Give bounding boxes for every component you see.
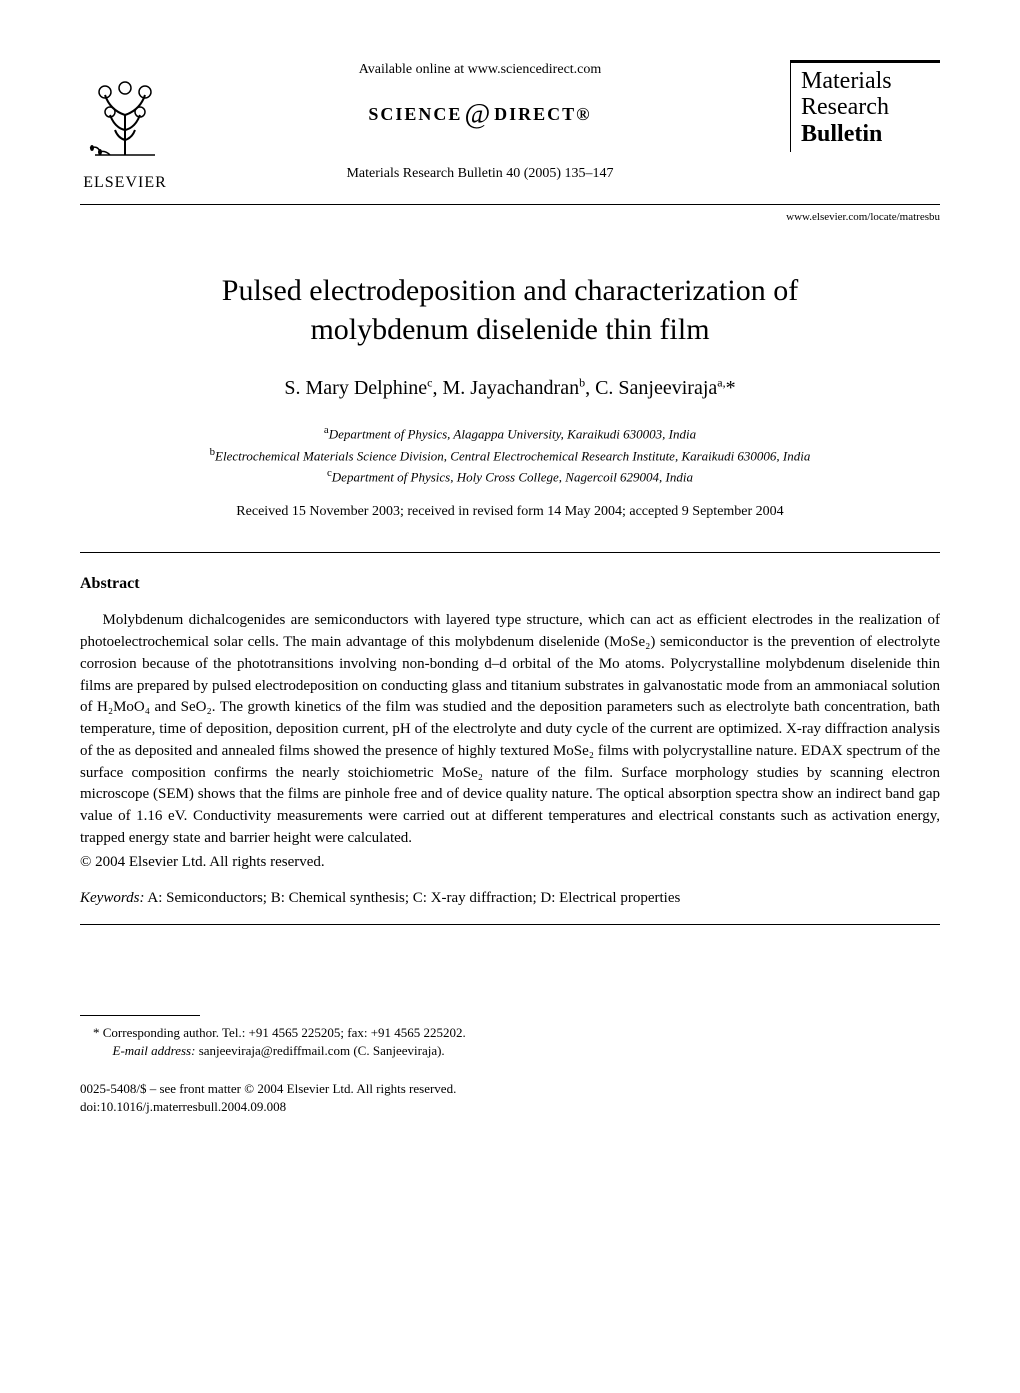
affiliation-b: Electrochemical Materials Science Divisi… (215, 448, 810, 463)
article-dates: Received 15 November 2003; received in r… (80, 502, 940, 522)
journal-name-line-2: Research (801, 94, 935, 120)
article-title: Pulsed electrodeposition and characteriz… (80, 271, 940, 349)
keywords-label: Keywords: (80, 890, 144, 906)
elsevier-tree-icon (80, 60, 170, 170)
footnote-separator (80, 1015, 200, 1016)
email-line: E-mail address: sanjeeviraja@rediffmail.… (80, 1042, 940, 1060)
email-value[interactable]: sanjeeviraja@rediffmail.com (C. Sanjeevi… (199, 1043, 445, 1058)
title-line-1: Pulsed electrodeposition and characteriz… (222, 274, 798, 307)
header-center: Available online at www.sciencedirect.co… (170, 60, 790, 183)
scidirect-suffix: DIRECT® (494, 102, 591, 127)
keywords-value: A: Semiconductors; B: Chemical synthesis… (147, 890, 680, 906)
divider-bottom (80, 924, 940, 925)
divider-top (80, 552, 940, 553)
affiliation-c: Department of Physics, Holy Cross Colleg… (332, 470, 693, 485)
journal-title-box: Materials Research Bulletin (790, 60, 940, 152)
scidirect-prefix: SCIENCE (368, 102, 462, 127)
at-symbol-icon: @ (464, 95, 492, 134)
sciencedirect-logo: SCIENCE @ DIRECT® (368, 95, 591, 134)
footer-copyright-block: 0025-5408/$ – see front matter © 2004 El… (80, 1080, 940, 1116)
affiliation-a: Department of Physics, Alagappa Universi… (329, 426, 696, 441)
corresponding-author: * Corresponding author. Tel.: +91 4565 2… (80, 1024, 940, 1042)
title-line-2: molybdenum diselenide thin film (310, 313, 709, 346)
footnotes: * Corresponding author. Tel.: +91 4565 2… (80, 1015, 940, 1060)
journal-name-line-3: Bulletin (801, 121, 935, 147)
available-online-text: Available online at www.sciencedirect.co… (190, 60, 770, 80)
journal-name-line-1: Materials (801, 68, 935, 94)
abstract-body: Molybdenum dichalcogenides are semicondu… (80, 610, 940, 849)
publisher-name: ELSEVIER (83, 172, 167, 194)
doi: doi:10.1016/j.materresbull.2004.09.008 (80, 1098, 940, 1116)
abstract-heading: Abstract (80, 573, 940, 595)
abstract-copyright: © 2004 Elsevier Ltd. All rights reserved… (80, 852, 940, 873)
header-bar: ELSEVIER Available online at www.science… (80, 60, 940, 205)
publisher-logo-box: ELSEVIER (80, 60, 170, 194)
authors-list: S. Mary Delphinec, M. Jayachandranb, C. … (80, 374, 940, 402)
keywords-line: Keywords: A: Semiconductors; B: Chemical… (80, 888, 940, 909)
journal-url[interactable]: www.elsevier.com/locate/matresbu (80, 210, 940, 225)
journal-reference: Materials Research Bulletin 40 (2005) 13… (190, 164, 770, 184)
email-label: E-mail address: (113, 1043, 196, 1058)
affiliations: aDepartment of Physics, Alagappa Univers… (80, 422, 940, 487)
footer-copyright: 0025-5408/$ – see front matter © 2004 El… (80, 1080, 940, 1098)
